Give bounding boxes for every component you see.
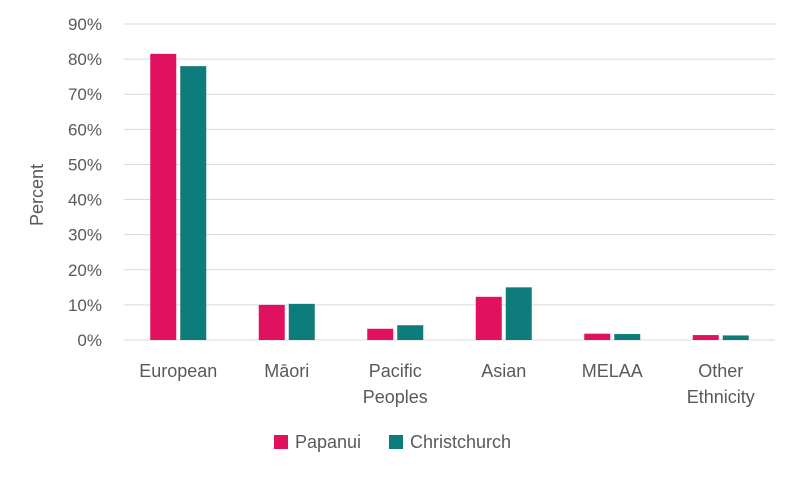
x-category-label: Other Ethnicity bbox=[687, 361, 755, 407]
gridlines bbox=[124, 23, 775, 341]
y-axis-title: Percent bbox=[27, 164, 47, 226]
y-tick-label: 90% bbox=[68, 15, 102, 34]
legend-label: Christchurch bbox=[410, 432, 511, 452]
bar-papanui bbox=[367, 328, 394, 340]
bar-papanui bbox=[692, 335, 719, 340]
bar-papanui bbox=[584, 333, 611, 340]
bar-papanui bbox=[150, 53, 177, 340]
y-tick-label: 10% bbox=[68, 296, 102, 315]
bars bbox=[150, 53, 749, 340]
legend-swatch bbox=[274, 435, 288, 449]
bar-christchurch bbox=[614, 334, 641, 340]
x-category-label: Asian bbox=[481, 361, 526, 381]
legend-item: Christchurch bbox=[389, 432, 511, 452]
x-category-label: MELAA bbox=[582, 361, 643, 381]
y-tick-label: 70% bbox=[68, 85, 102, 104]
legend: Papanui Christchurch bbox=[274, 432, 511, 452]
y-tick-label: 0% bbox=[77, 331, 102, 350]
bar-christchurch bbox=[722, 335, 749, 340]
x-category-label: European bbox=[139, 361, 217, 381]
legend-item: Papanui bbox=[274, 432, 361, 452]
legend-label: Papanui bbox=[295, 432, 361, 452]
bar-christchurch bbox=[397, 325, 424, 340]
y-tick-label: 50% bbox=[68, 155, 102, 174]
y-axis-ticks: 0% 10% 20% 30% 40% 50% 60% 70% 80% 90% bbox=[68, 15, 102, 350]
x-axis-categories: European Māori Pacific Peoples Asian MELAA Oth… bbox=[139, 361, 755, 407]
bar-christchurch bbox=[288, 303, 315, 340]
bar-papanui bbox=[475, 296, 502, 340]
y-tick-label: 20% bbox=[68, 261, 102, 280]
x-category-label: Māori bbox=[264, 361, 309, 381]
bar-christchurch bbox=[180, 66, 207, 340]
bar-papanui bbox=[258, 304, 285, 340]
y-tick-label: 40% bbox=[68, 191, 102, 210]
x-category-label: Pacific Peoples bbox=[363, 361, 428, 407]
y-tick-label: 60% bbox=[68, 120, 102, 139]
y-tick-label: 30% bbox=[68, 226, 102, 245]
bar-christchurch bbox=[505, 287, 532, 340]
y-tick-label: 80% bbox=[68, 50, 102, 69]
legend-swatch bbox=[389, 435, 403, 449]
